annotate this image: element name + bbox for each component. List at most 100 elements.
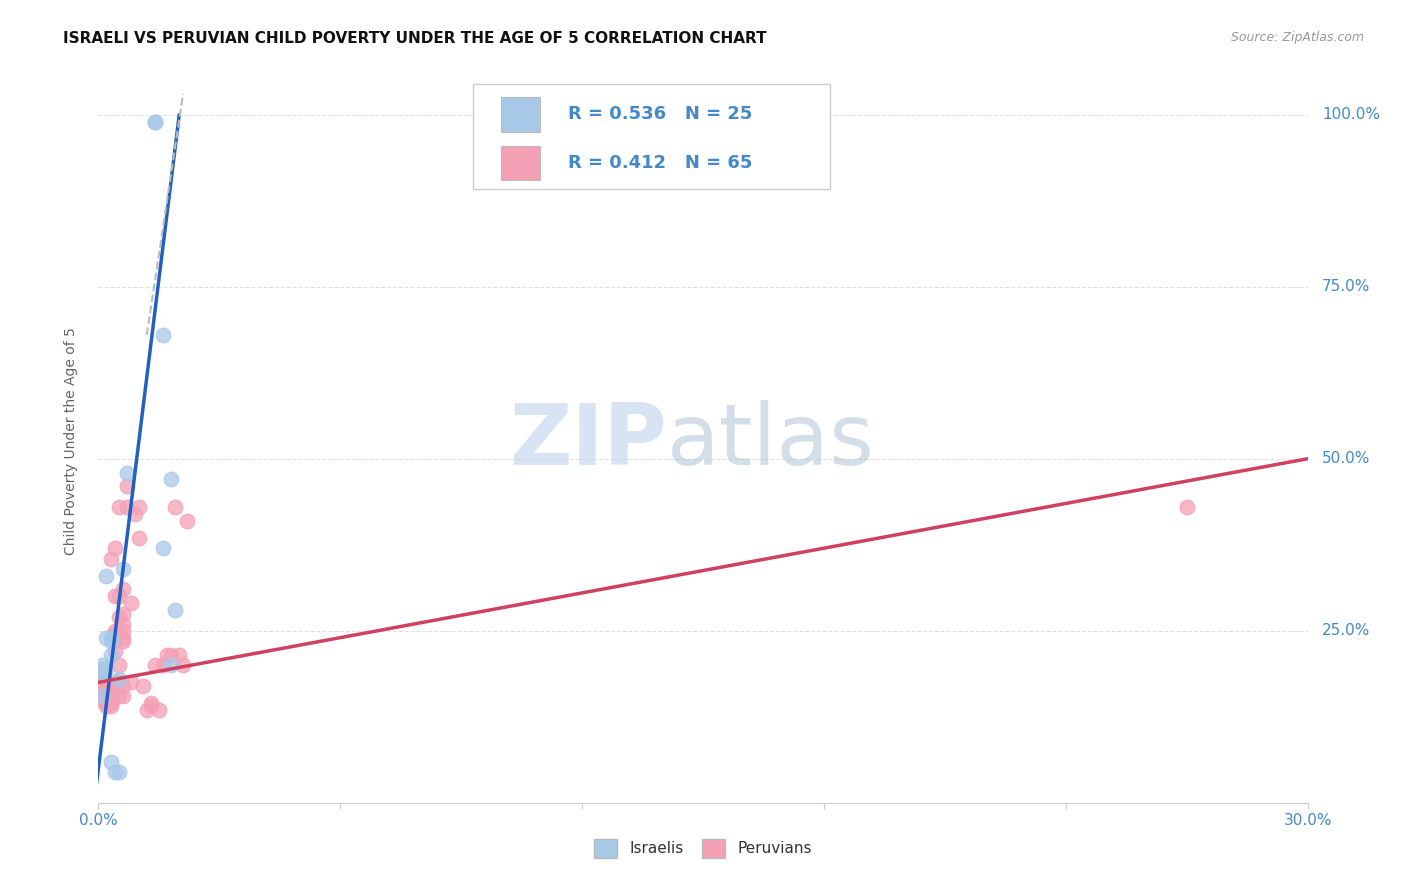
Point xyxy=(160,648,183,662)
Point xyxy=(163,603,186,617)
Point xyxy=(107,658,129,673)
Point xyxy=(152,541,174,556)
Point xyxy=(96,692,118,706)
Point xyxy=(107,500,129,514)
Text: ZIP: ZIP xyxy=(509,400,666,483)
Point xyxy=(143,658,166,673)
Point xyxy=(152,658,174,673)
Text: 25.0%: 25.0% xyxy=(1322,624,1371,639)
Point xyxy=(156,648,179,662)
Point xyxy=(115,479,138,493)
Point xyxy=(100,755,122,769)
Point xyxy=(132,679,155,693)
Point xyxy=(96,696,118,710)
Point xyxy=(103,627,125,641)
Point xyxy=(111,607,134,621)
Point xyxy=(111,679,134,693)
Point xyxy=(100,648,122,662)
Text: 100.0%: 100.0% xyxy=(1322,107,1381,122)
Point xyxy=(128,531,150,545)
Point xyxy=(107,672,129,686)
Point xyxy=(128,500,150,514)
Text: 50.0%: 50.0% xyxy=(1322,451,1371,467)
Point xyxy=(176,514,198,528)
Point xyxy=(160,472,183,486)
Point xyxy=(91,689,114,703)
Legend: Israelis, Peruvians: Israelis, Peruvians xyxy=(588,833,818,863)
Point xyxy=(120,675,142,690)
Point xyxy=(107,675,129,690)
Point xyxy=(87,668,110,682)
Point xyxy=(152,327,174,342)
Point xyxy=(96,662,118,676)
Point xyxy=(96,682,118,697)
Point xyxy=(120,596,142,610)
Point xyxy=(115,500,138,514)
Point xyxy=(91,686,114,700)
Point xyxy=(100,631,122,645)
Point xyxy=(107,764,129,779)
Point xyxy=(96,686,118,700)
Point xyxy=(111,689,134,703)
Text: atlas: atlas xyxy=(666,400,875,483)
Point xyxy=(143,114,166,128)
Point xyxy=(96,568,118,582)
Point xyxy=(103,541,125,556)
Point xyxy=(111,631,134,645)
Point xyxy=(115,466,138,480)
Point xyxy=(87,668,110,682)
Text: R = 0.536   N = 25: R = 0.536 N = 25 xyxy=(568,105,752,123)
Point xyxy=(96,689,118,703)
Point xyxy=(160,658,183,673)
Point xyxy=(103,764,125,779)
Point xyxy=(100,699,122,714)
Point xyxy=(100,551,122,566)
Point xyxy=(91,658,114,673)
Point xyxy=(91,692,114,706)
Point xyxy=(91,662,114,676)
Point xyxy=(1175,500,1198,514)
Text: R = 0.412   N = 65: R = 0.412 N = 65 xyxy=(568,154,752,172)
Point xyxy=(107,689,129,703)
Text: ISRAELI VS PERUVIAN CHILD POVERTY UNDER THE AGE OF 5 CORRELATION CHART: ISRAELI VS PERUVIAN CHILD POVERTY UNDER … xyxy=(63,31,766,46)
Point xyxy=(91,689,114,703)
Point xyxy=(111,634,134,648)
Point xyxy=(100,686,122,700)
Point xyxy=(96,631,118,645)
Point xyxy=(139,699,162,714)
Point xyxy=(103,624,125,638)
Point xyxy=(139,696,162,710)
Text: 75.0%: 75.0% xyxy=(1322,279,1371,294)
Point xyxy=(100,696,122,710)
Point xyxy=(100,689,122,703)
FancyBboxPatch shape xyxy=(501,145,540,180)
Point xyxy=(96,699,118,714)
Point xyxy=(111,624,134,638)
Point xyxy=(172,658,194,673)
Point xyxy=(100,634,122,648)
Point xyxy=(111,616,134,631)
Point xyxy=(91,672,114,686)
Point xyxy=(91,682,114,697)
Point xyxy=(87,662,110,676)
Point xyxy=(167,648,190,662)
Point xyxy=(143,114,166,128)
Point xyxy=(103,679,125,693)
Point xyxy=(107,610,129,624)
Point xyxy=(103,644,125,658)
Point xyxy=(100,692,122,706)
Y-axis label: Child Poverty Under the Age of 5: Child Poverty Under the Age of 5 xyxy=(63,327,77,556)
Point xyxy=(91,665,114,679)
FancyBboxPatch shape xyxy=(474,84,830,189)
Text: Source: ZipAtlas.com: Source: ZipAtlas.com xyxy=(1230,31,1364,45)
Point xyxy=(100,682,122,697)
FancyBboxPatch shape xyxy=(501,97,540,132)
Point xyxy=(111,562,134,576)
Point xyxy=(87,675,110,690)
Point xyxy=(163,500,186,514)
Point xyxy=(148,703,170,717)
Point xyxy=(124,507,146,521)
Point xyxy=(103,590,125,604)
Point xyxy=(103,634,125,648)
Point xyxy=(91,679,114,693)
